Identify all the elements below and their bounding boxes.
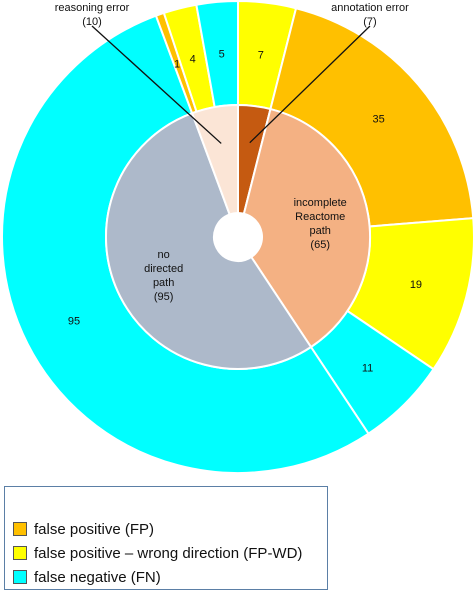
inner-slice-no-directed-path — [105, 111, 313, 370]
outer-value-label-1: 35 — [372, 113, 384, 125]
legend-item-fp-wd: false positive – wrong direction (FP-WD) — [13, 542, 302, 564]
legend-item-fp: false positive (FP) — [13, 518, 154, 540]
legend-swatch-fp-wd — [13, 546, 27, 560]
inner-label-incomplete-reactome-path: incomplete Reactome path (65) — [294, 197, 347, 251]
legend-label-fp-wd: false positive – wrong direction (FP-WD) — [34, 544, 303, 562]
outer-value-label-3: 11 — [362, 363, 373, 375]
inner-label-annotation-error: annotation error (7) — [331, 2, 409, 28]
inner-slice-incomplete-reactome-path — [242, 107, 371, 349]
outer-value-label-6: 4 — [190, 54, 196, 66]
inner-label-no-directed-path: no directed path (95) — [144, 249, 183, 303]
legend-label-fn: false negative (FN) — [34, 568, 161, 586]
legend-swatch-fp — [13, 522, 27, 536]
legend-label-fp: false positive (FP) — [34, 520, 155, 538]
inner-label-reasoning-error: reasoning error (10) — [55, 2, 130, 28]
outer-value-label-4: 95 — [68, 315, 80, 327]
inner-slice-reasoning-error — [190, 103, 239, 216]
outer-value-label-5: 1 — [174, 58, 180, 70]
legend: false positive (FP) false positive – wro… — [4, 486, 328, 590]
callout-line-annotation-error — [249, 25, 371, 144]
legend-item-fn: false negative (FN) — [13, 566, 161, 588]
outer-value-label-0: 7 — [258, 49, 264, 61]
outer-value-label-2: 19 — [410, 279, 422, 291]
outer-value-label-7: 5 — [219, 49, 225, 61]
legend-swatch-fn — [13, 570, 27, 584]
callout-line-reasoning-error — [91, 25, 222, 144]
